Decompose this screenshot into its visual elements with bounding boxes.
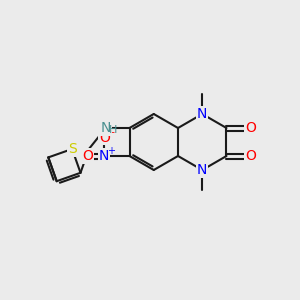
- Text: O: O: [99, 131, 110, 145]
- Text: O: O: [245, 149, 256, 163]
- Text: N: N: [100, 121, 111, 135]
- Text: -: -: [110, 127, 114, 137]
- Text: +: +: [107, 146, 115, 156]
- Text: S: S: [68, 142, 76, 156]
- Text: H: H: [109, 125, 117, 135]
- Text: N: N: [197, 107, 207, 121]
- Text: O: O: [245, 121, 256, 135]
- Text: O: O: [82, 149, 93, 163]
- Text: N: N: [99, 149, 110, 163]
- Text: N: N: [197, 163, 207, 177]
